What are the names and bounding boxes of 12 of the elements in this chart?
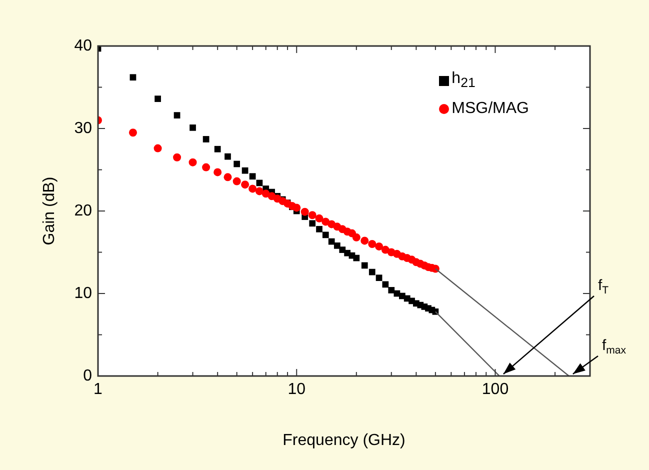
y-axis-title: Gain (dB) — [41, 176, 58, 246]
y-tick-label: 40 — [74, 37, 92, 54]
y-tick-label: 30 — [74, 120, 92, 137]
y-tick-label: 10 — [74, 284, 92, 302]
legend-label: h$_{21}$ — [452, 69, 476, 92]
y-tick-label: 0 — [83, 367, 92, 384]
x-tick-label: 1 — [94, 381, 103, 398]
x-tick-label: 10 — [288, 381, 306, 398]
y-tick-label: 20 — [74, 202, 92, 220]
legend-label: MSG/MAG — [452, 99, 529, 120]
x-axis-title: Frequency (GHz) — [282, 432, 406, 449]
x-tick-label: 100 — [482, 381, 509, 398]
